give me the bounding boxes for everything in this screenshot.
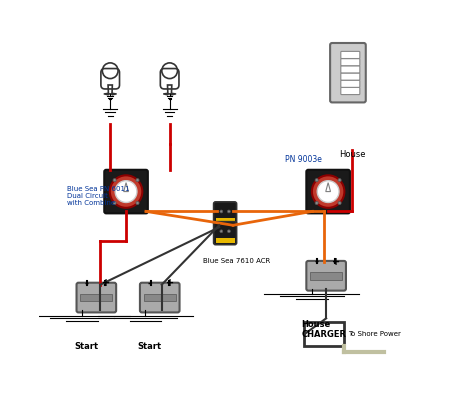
Bar <box>80 294 112 301</box>
FancyBboxPatch shape <box>140 283 180 312</box>
Bar <box>216 238 235 243</box>
FancyBboxPatch shape <box>341 87 360 95</box>
Text: PN 9003e: PN 9003e <box>284 155 321 164</box>
Polygon shape <box>326 183 330 192</box>
Text: Blue Sea 7610 ACR: Blue Sea 7610 ACR <box>203 258 271 264</box>
Circle shape <box>317 181 339 202</box>
FancyBboxPatch shape <box>306 170 350 213</box>
FancyBboxPatch shape <box>214 222 237 245</box>
Text: +: + <box>165 279 174 288</box>
FancyBboxPatch shape <box>341 51 360 59</box>
Text: -: - <box>84 279 88 288</box>
Circle shape <box>136 178 139 182</box>
FancyBboxPatch shape <box>341 59 360 66</box>
Text: House: House <box>338 150 365 159</box>
Circle shape <box>315 178 318 182</box>
Circle shape <box>220 230 223 233</box>
Circle shape <box>113 178 116 182</box>
Circle shape <box>228 210 230 213</box>
Text: -: - <box>148 279 152 288</box>
Text: +: + <box>332 257 340 267</box>
Bar <box>144 294 176 301</box>
Circle shape <box>115 181 137 202</box>
Circle shape <box>110 175 142 208</box>
Circle shape <box>312 175 345 208</box>
Text: CHARGER: CHARGER <box>301 330 346 339</box>
Text: -: - <box>314 257 318 267</box>
FancyBboxPatch shape <box>214 202 237 225</box>
Text: Blue Sea PN 6011
Dual Circuit
with Combine: Blue Sea PN 6011 Dual Circuit with Combi… <box>67 186 129 205</box>
Circle shape <box>315 201 318 205</box>
Circle shape <box>228 230 230 233</box>
FancyBboxPatch shape <box>76 283 116 312</box>
Circle shape <box>220 210 223 213</box>
Circle shape <box>113 201 116 205</box>
FancyBboxPatch shape <box>104 170 148 213</box>
FancyBboxPatch shape <box>306 261 346 290</box>
Circle shape <box>338 178 341 182</box>
FancyBboxPatch shape <box>341 66 360 73</box>
FancyBboxPatch shape <box>341 80 360 87</box>
FancyBboxPatch shape <box>341 73 360 80</box>
Circle shape <box>338 201 341 205</box>
Text: Start: Start <box>74 342 99 351</box>
FancyBboxPatch shape <box>304 322 344 346</box>
FancyBboxPatch shape <box>330 43 366 103</box>
Polygon shape <box>124 183 128 192</box>
Text: Start: Start <box>138 342 162 351</box>
Bar <box>216 218 235 223</box>
Bar <box>310 272 342 280</box>
Text: To Shore Power: To Shore Power <box>348 331 401 337</box>
Text: +: + <box>102 279 110 288</box>
Text: House: House <box>301 320 331 329</box>
Circle shape <box>136 201 139 205</box>
